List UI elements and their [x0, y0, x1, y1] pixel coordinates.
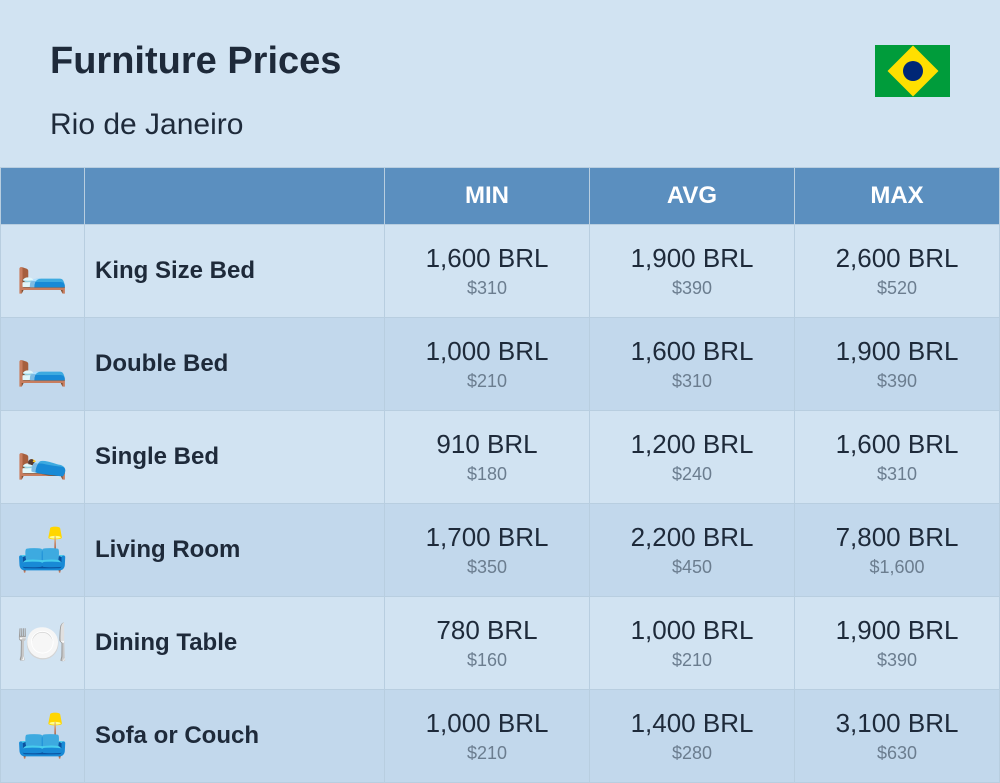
price-table: MIN AVG MAX 🛏️ King Size Bed 1,600 BRL $…	[0, 167, 1000, 783]
max-price-main: 1,600 BRL	[805, 429, 989, 460]
min-price-main: 1,000 BRL	[395, 708, 579, 739]
table-row: 🛋️ Living Room 1,700 BRL $350 2,200 BRL …	[1, 504, 1000, 597]
avg-price-cell: 1,900 BRL $390	[590, 225, 795, 318]
min-price-sub: $210	[395, 371, 579, 392]
min-price-sub: $180	[395, 464, 579, 485]
min-price-main: 780 BRL	[395, 615, 579, 646]
max-price-sub: $390	[805, 650, 989, 671]
min-price-cell: 780 BRL $160	[385, 597, 590, 690]
table-row: 🛏️ King Size Bed 1,600 BRL $310 1,900 BR…	[1, 225, 1000, 318]
furniture-icon: 🛌	[1, 411, 85, 504]
avg-price-cell: 1,200 BRL $240	[590, 411, 795, 504]
item-name: Dining Table	[85, 597, 385, 690]
min-price-main: 910 BRL	[395, 429, 579, 460]
min-price-cell: 1,600 BRL $310	[385, 225, 590, 318]
avg-price-cell: 2,200 BRL $450	[590, 504, 795, 597]
min-price-main: 1,000 BRL	[395, 336, 579, 367]
avg-price-main: 2,200 BRL	[600, 522, 784, 553]
max-price-main: 1,900 BRL	[805, 336, 989, 367]
avg-price-cell: 1,000 BRL $210	[590, 597, 795, 690]
max-price-sub: $520	[805, 278, 989, 299]
max-price-main: 3,100 BRL	[805, 708, 989, 739]
max-price-cell: 1,900 BRL $390	[795, 597, 1000, 690]
avg-price-sub: $390	[600, 278, 784, 299]
max-price-cell: 2,600 BRL $520	[795, 225, 1000, 318]
avg-price-main: 1,400 BRL	[600, 708, 784, 739]
avg-price-sub: $210	[600, 650, 784, 671]
max-price-cell: 3,100 BRL $630	[795, 690, 1000, 783]
min-price-sub: $160	[395, 650, 579, 671]
item-name: King Size Bed	[85, 225, 385, 318]
table-row: 🛌 Single Bed 910 BRL $180 1,200 BRL $240…	[1, 411, 1000, 504]
page-location: Rio de Janeiro	[50, 108, 341, 142]
table-row: 🍽️ Dining Table 780 BRL $160 1,000 BRL $…	[1, 597, 1000, 690]
min-price-cell: 1,000 BRL $210	[385, 690, 590, 783]
max-price-cell: 7,800 BRL $1,600	[795, 504, 1000, 597]
avg-price-main: 1,900 BRL	[600, 243, 784, 274]
table-row: 🛋️ Sofa or Couch 1,000 BRL $210 1,400 BR…	[1, 690, 1000, 783]
table-row: 🛏️ Double Bed 1,000 BRL $210 1,600 BRL $…	[1, 318, 1000, 411]
avg-price-cell: 1,400 BRL $280	[590, 690, 795, 783]
min-price-sub: $310	[395, 278, 579, 299]
column-min: MIN	[385, 168, 590, 225]
avg-price-main: 1,000 BRL	[600, 615, 784, 646]
min-price-sub: $350	[395, 557, 579, 578]
page-title: Furniture Prices	[50, 40, 341, 83]
avg-price-sub: $310	[600, 371, 784, 392]
furniture-icon: 🛋️	[1, 504, 85, 597]
item-name: Living Room	[85, 504, 385, 597]
furniture-icon: 🛏️	[1, 318, 85, 411]
header-text: Furniture Prices Rio de Janeiro	[50, 40, 341, 142]
avg-price-main: 1,200 BRL	[600, 429, 784, 460]
min-price-cell: 1,700 BRL $350	[385, 504, 590, 597]
min-price-cell: 910 BRL $180	[385, 411, 590, 504]
avg-price-sub: $450	[600, 557, 784, 578]
avg-price-main: 1,600 BRL	[600, 336, 784, 367]
furniture-icon: 🛋️	[1, 690, 85, 783]
column-avg: AVG	[590, 168, 795, 225]
max-price-cell: 1,900 BRL $390	[795, 318, 1000, 411]
page-header: Furniture Prices Rio de Janeiro	[0, 0, 1000, 167]
brazil-flag-icon	[875, 45, 950, 97]
max-price-main: 1,900 BRL	[805, 615, 989, 646]
max-price-sub: $1,600	[805, 557, 989, 578]
min-price-cell: 1,000 BRL $210	[385, 318, 590, 411]
avg-price-sub: $240	[600, 464, 784, 485]
column-max: MAX	[795, 168, 1000, 225]
item-name: Double Bed	[85, 318, 385, 411]
min-price-main: 1,700 BRL	[395, 522, 579, 553]
column-item	[85, 168, 385, 225]
max-price-sub: $630	[805, 743, 989, 764]
max-price-sub: $390	[805, 371, 989, 392]
avg-price-sub: $280	[600, 743, 784, 764]
table-header-row: MIN AVG MAX	[1, 168, 1000, 225]
item-name: Single Bed	[85, 411, 385, 504]
column-icon	[1, 168, 85, 225]
avg-price-cell: 1,600 BRL $310	[590, 318, 795, 411]
item-name: Sofa or Couch	[85, 690, 385, 783]
max-price-main: 2,600 BRL	[805, 243, 989, 274]
min-price-main: 1,600 BRL	[395, 243, 579, 274]
furniture-icon: 🛏️	[1, 225, 85, 318]
min-price-sub: $210	[395, 743, 579, 764]
furniture-icon: 🍽️	[1, 597, 85, 690]
max-price-cell: 1,600 BRL $310	[795, 411, 1000, 504]
max-price-main: 7,800 BRL	[805, 522, 989, 553]
max-price-sub: $310	[805, 464, 989, 485]
